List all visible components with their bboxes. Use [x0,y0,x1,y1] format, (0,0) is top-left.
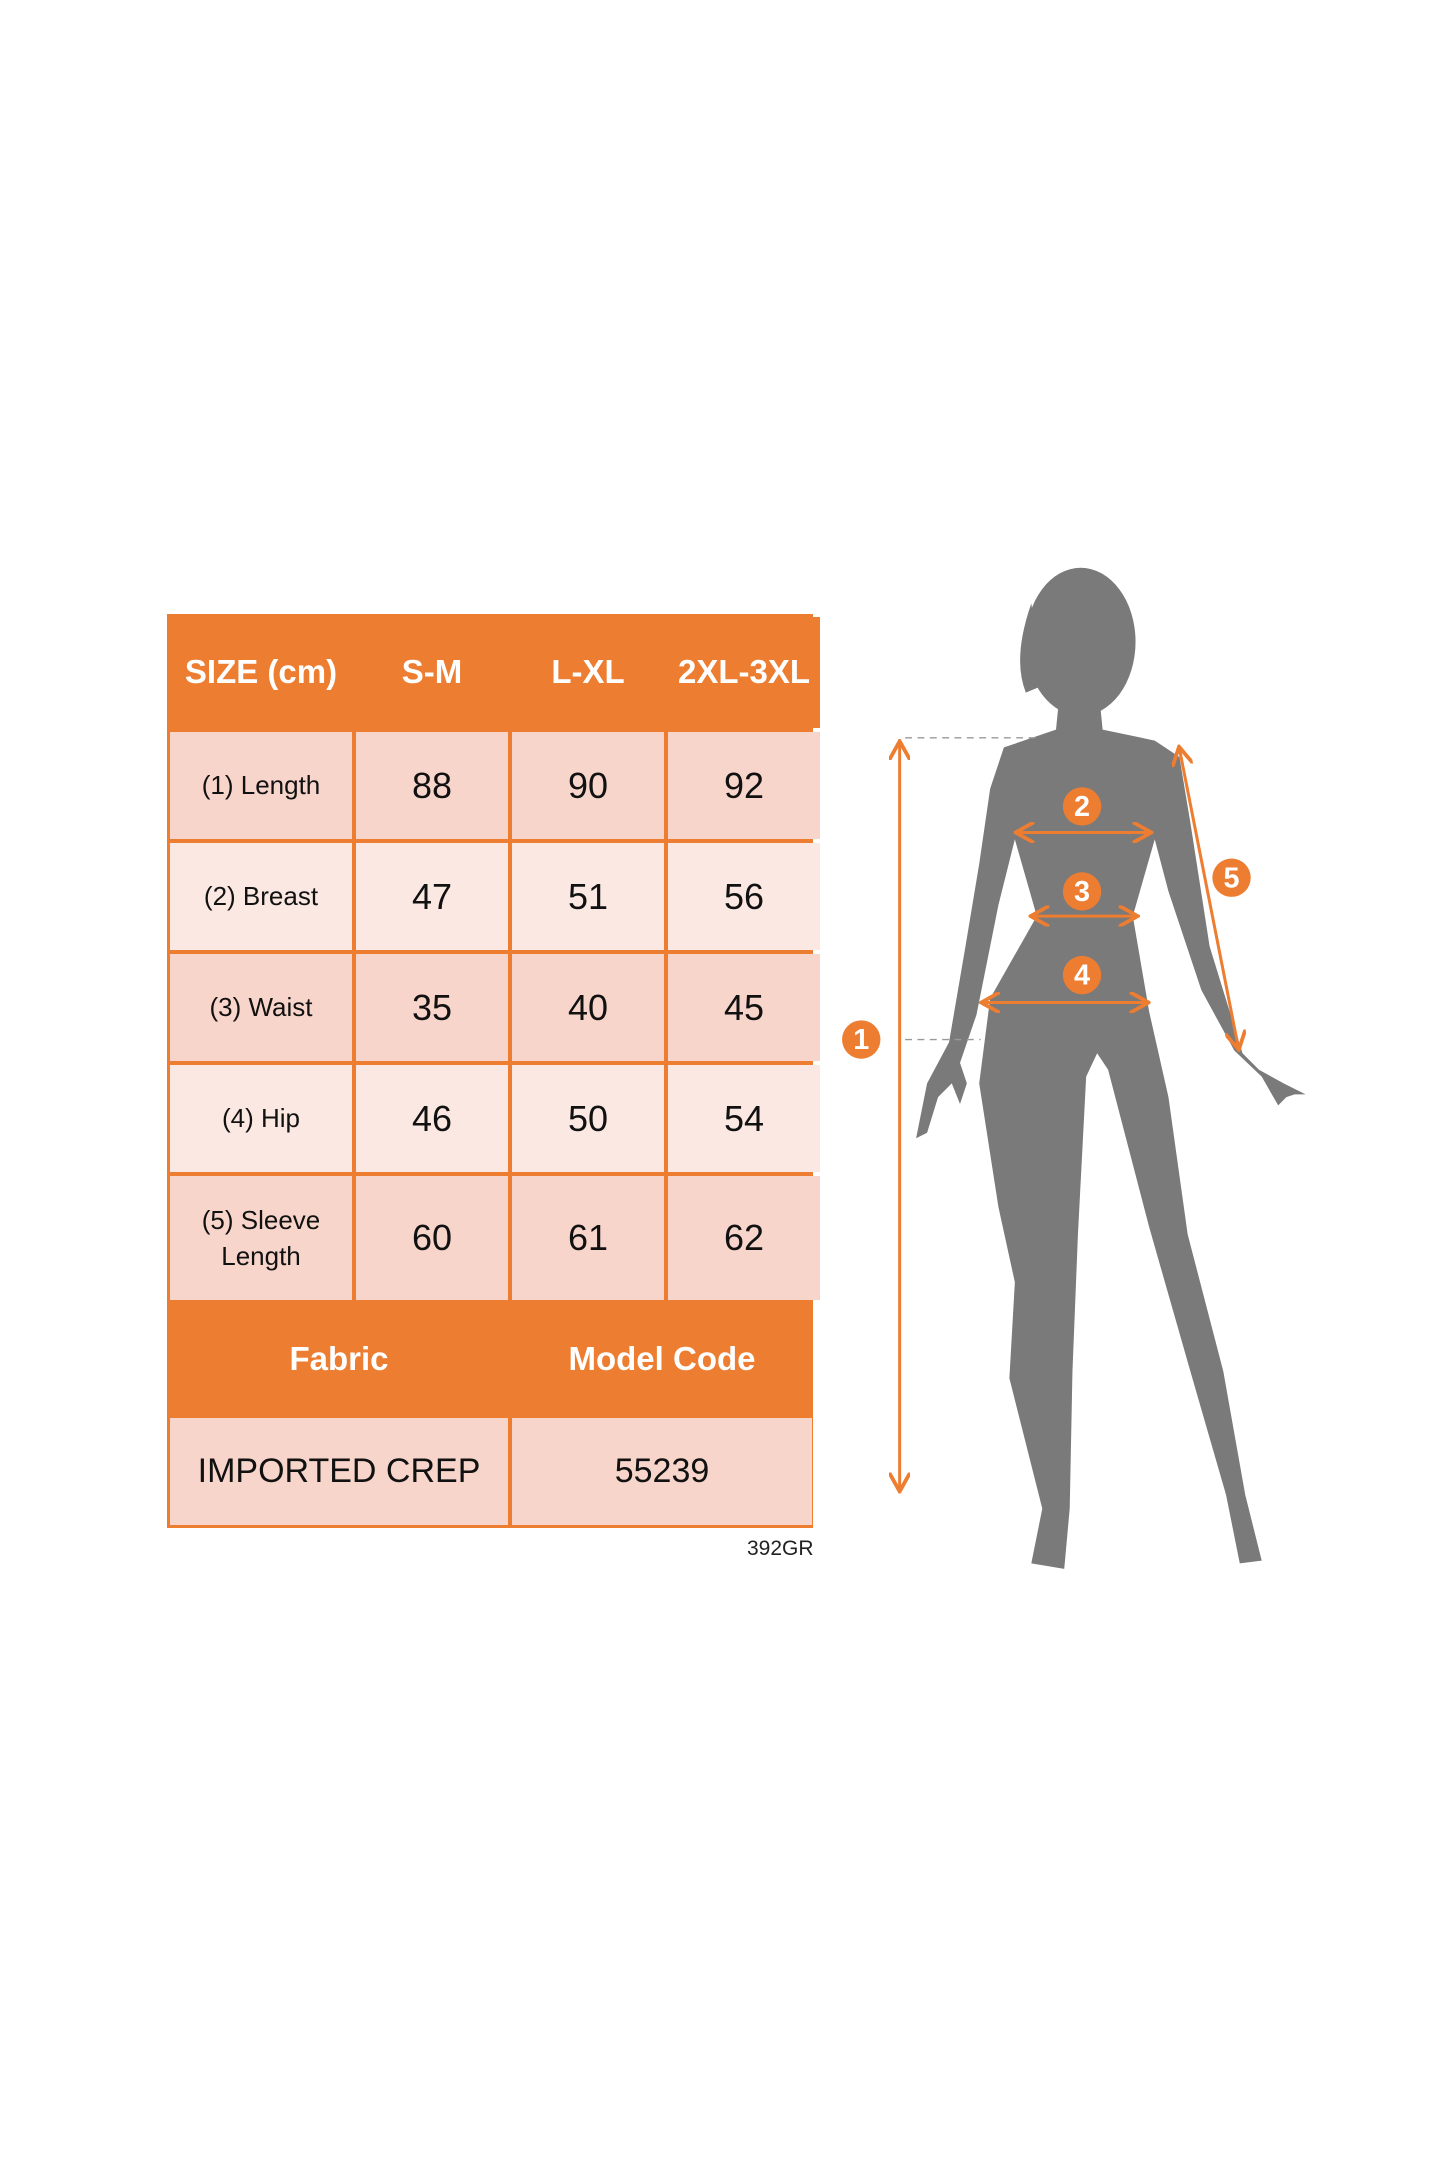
table-row: (1) Length 88 90 92 [170,732,820,843]
silhouette [916,567,1306,1569]
marker-3: 3 [1062,872,1102,911]
row-label: (5) Sleeve Length [170,1176,352,1300]
marker-1: 1 [842,1020,881,1059]
table-row: (5) Sleeve Length 60 61 62 [170,1176,820,1304]
svg-text:2: 2 [1074,791,1090,823]
value-cell: 54 [668,1065,820,1172]
table-row: (4) Hip 46 50 54 [170,1065,820,1176]
fabric-header: Fabric [170,1304,508,1414]
value-cell: 51 [512,843,664,950]
value-cell: 56 [668,843,820,950]
marker-2: 2 [1062,787,1102,826]
svg-text:3: 3 [1074,876,1090,908]
value-cell: 47 [356,843,508,950]
row-label: (3) Waist [170,954,352,1061]
marker-4: 4 [1062,955,1102,995]
svg-text:1: 1 [853,1024,869,1056]
marker-5: 5 [1212,858,1251,897]
size-chart-table: SIZE (cm) S-M L-XL 2XL-3XL (1) Length 88… [167,614,820,1528]
svg-text:5: 5 [1224,862,1240,894]
value-cell: 46 [356,1065,508,1172]
value-cell: 62 [668,1176,820,1300]
value-cell: 35 [356,954,508,1061]
svg-text:4: 4 [1074,960,1090,992]
header-cell: L-XL [512,617,664,728]
fabric-value: IMPORTED CREP [170,1418,508,1525]
value-cell: 90 [512,732,664,839]
model-code-value: 55239 [512,1418,812,1525]
header-cell: S-M [356,617,508,728]
table-row: (2) Breast 47 51 56 [170,843,820,954]
value-cell: 45 [668,954,820,1061]
model-code-header: Model Code [512,1304,812,1414]
measure-lines [900,737,1239,1490]
value-cell: 40 [512,954,664,1061]
value-cell: 88 [356,732,508,839]
product-code: 392GR [747,1537,814,1560]
value-cell: 61 [512,1176,664,1300]
info-value-row: IMPORTED CREP 55239 [170,1418,812,1525]
sleeve-arrow [1179,749,1238,1048]
header-cell: 2XL-3XL [668,617,820,728]
header-cell: SIZE (cm) [170,617,352,728]
value-cell: 92 [668,732,820,839]
row-label: (2) Breast [170,843,352,950]
table-header-row: SIZE (cm) S-M L-XL 2XL-3XL [170,617,820,732]
value-cell: 60 [356,1176,508,1300]
value-cell: 50 [512,1065,664,1172]
info-header-row: Fabric Model Code [170,1304,812,1418]
table-row: (3) Waist 35 40 45 [170,954,820,1065]
row-label: (4) Hip [170,1065,352,1172]
row-label: (1) Length [170,732,352,839]
